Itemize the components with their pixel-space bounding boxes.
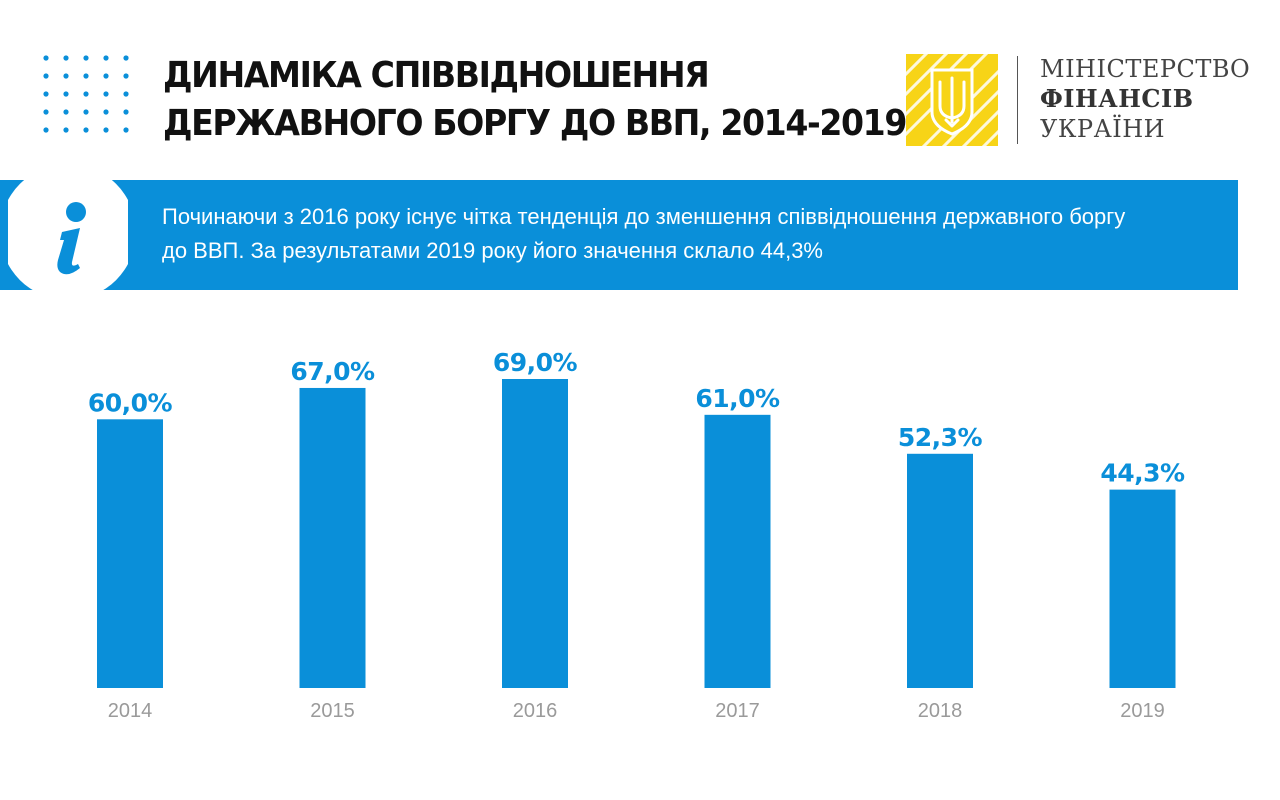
ministry-name: МІНІСТЕРСТВО ФІНАНСІВ УКРАЇНИ [1040,54,1250,144]
trident-emblem-icon [906,54,998,146]
decorative-dot [83,55,89,61]
decorative-dot [83,91,89,97]
info-icon [8,180,128,300]
ministry-line-1: МІНІСТЕРСТВО [1040,55,1251,83]
decorative-dot [43,55,49,61]
bar-value-label: 52,3% [898,423,983,452]
decorative-dot-grid [43,55,129,133]
decorative-dot [43,73,49,79]
bar-value-label: 60,0% [88,388,173,417]
decorative-dot [83,73,89,79]
info-text: Починаючи з 2016 року існує чітка тенден… [162,200,1212,268]
decorative-dot [123,91,129,97]
decorative-dot [123,127,129,133]
info-banner [0,180,1238,290]
decorative-dot [103,55,109,61]
bar-value-label: 69,0% [493,348,578,377]
bar-2019 [1109,489,1176,688]
decorative-dot [63,127,69,133]
decorative-dot [103,127,109,133]
decorative-dot [63,55,69,61]
x-tick-label: 2015 [310,700,355,722]
info-text-line-2: до ВВП. За результатами 2019 року його з… [162,238,823,263]
bar-value-label: 67,0% [290,357,375,386]
bar-2018 [907,453,973,688]
decorative-dot [43,109,49,115]
decorative-dot [123,73,129,79]
info-text-line-1: Починаючи з 2016 року існує чітка тенден… [162,204,1126,229]
bar-2016 [502,379,568,688]
bar-2017 [704,414,771,688]
bar-2014 [97,419,163,688]
x-tick-label: 2016 [513,700,558,722]
x-tick-label: 2019 [1120,700,1165,722]
decorative-dot [83,127,89,133]
bar-value-label: 44,3% [1100,459,1185,488]
x-tick-label: 2017 [715,700,760,722]
logo-divider [1017,56,1018,144]
ministry-line-2: ФІНАНСІВ [1040,84,1194,113]
x-tick-label: 2014 [108,700,153,722]
decorative-dot [123,55,129,61]
debt-to-gdp-bar-chart: 60,0% 2014 67,0% 2015 69,0% 2016 61,0% 2017 52,3… [88,348,1186,722]
decorative-dot [63,91,69,97]
decorative-dot [103,91,109,97]
decorative-dot [63,73,69,79]
bar-value-label: 61,0% [695,384,780,413]
decorative-dot [83,109,89,115]
x-tick-label: 2018 [918,700,963,722]
decorative-dot [43,127,49,133]
decorative-dot [103,73,109,79]
title-line-1: ДИНАМІКА СПІВВІДНОШЕННЯ [163,55,710,96]
title-line-2: ДЕРЖАВНОГО БОРГУ ДО ВВП, 2014-2019 [163,103,907,144]
bar-2015 [299,387,366,688]
page-title: ДИНАМІКА СПІВВІДНОШЕННЯ ДЕРЖАВНОГО БОРГУ… [163,52,907,148]
decorative-dot [63,109,69,115]
ministry-line-3: УКРАЇНИ [1040,115,1166,143]
decorative-dot [43,91,49,97]
decorative-dot [123,109,129,115]
decorative-dot [103,109,109,115]
